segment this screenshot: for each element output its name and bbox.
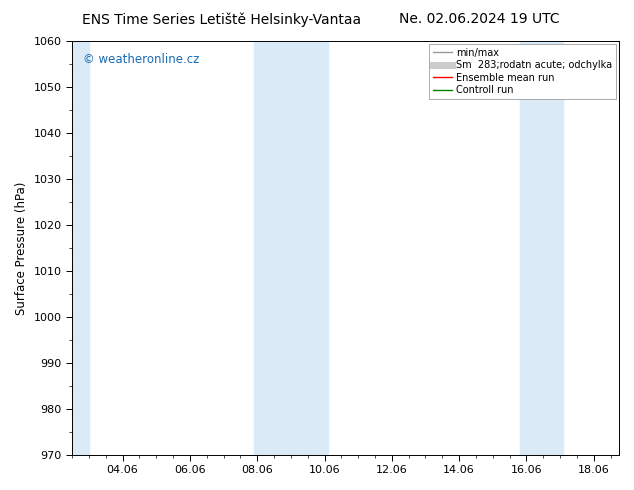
Bar [254,41,328,455]
Text: © weatheronline.cz: © weatheronline.cz [83,53,200,67]
Legend: min/max, Sm  283;rodatn acute; odchylka, Ensemble mean run, Controll run: min/max, Sm 283;rodatn acute; odchylka, … [429,44,616,99]
Y-axis label: Surface Pressure (hPa): Surface Pressure (hPa) [15,181,28,315]
Bar [520,41,564,455]
Bar [72,41,89,455]
Text: ENS Time Series Letiště Helsinky-Vantaa: ENS Time Series Letiště Helsinky-Vantaa [82,12,361,27]
Text: Ne. 02.06.2024 19 UTC: Ne. 02.06.2024 19 UTC [399,12,560,26]
